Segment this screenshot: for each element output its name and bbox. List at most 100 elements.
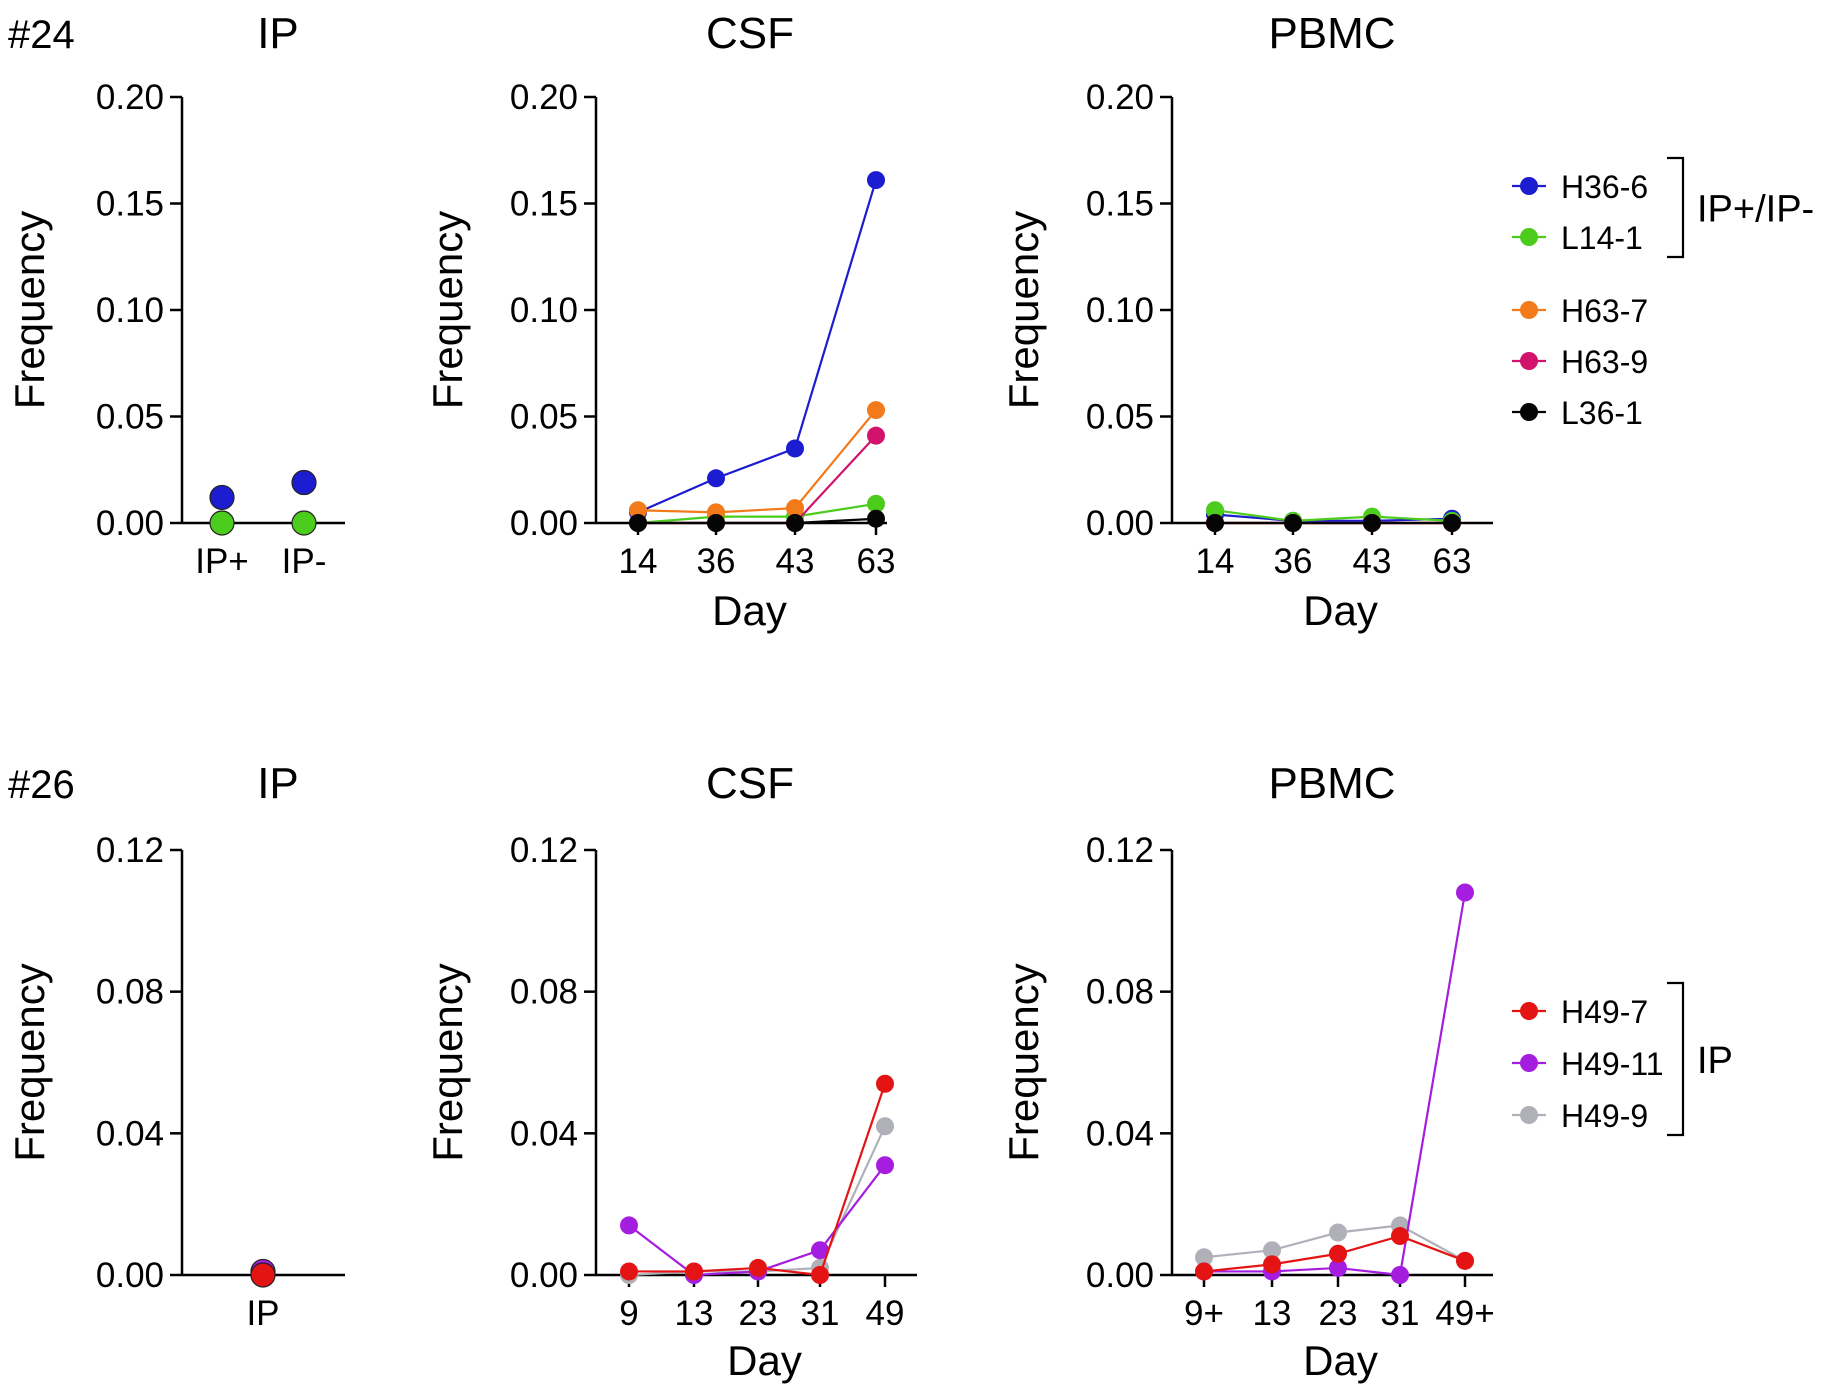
- series-L36-1: [1206, 514, 1461, 532]
- series-H63-7: [629, 401, 885, 522]
- data-point: [867, 494, 885, 513]
- data-point: [867, 171, 885, 190]
- data-point: [1391, 1266, 1409, 1284]
- x-tick-label: 13: [1253, 1294, 1292, 1333]
- series-line: [1214, 509, 1453, 522]
- x-tick-label: 14: [1196, 542, 1235, 581]
- y-axis-label: Frequency: [1000, 211, 1047, 409]
- y-tick-label: 0.00: [96, 504, 164, 543]
- y-tick-label: 0.00: [510, 504, 578, 543]
- legend-label: H49-11: [1561, 1046, 1664, 1082]
- legend-label: H36-6: [1561, 169, 1648, 205]
- series-line: [628, 1125, 886, 1277]
- x-axis-label: Day: [727, 1337, 802, 1384]
- y-tick-label: 0.00: [510, 1256, 578, 1295]
- y-tick-label: 0.12: [510, 831, 578, 870]
- x-tick-label: 49+: [1435, 1294, 1494, 1333]
- legend-label: L36-1: [1561, 395, 1643, 431]
- x-tick-label: 43: [1353, 542, 1392, 581]
- series-line: [638, 517, 877, 525]
- data-point: [1329, 1223, 1347, 1242]
- y-tick-label: 0.00: [96, 1256, 164, 1295]
- legend-label: H49-7: [1561, 994, 1648, 1030]
- x-axis-label: Day: [1303, 587, 1378, 634]
- legend-bracket-label: IP: [1697, 1040, 1733, 1082]
- data-point: [291, 469, 317, 496]
- row-tags: #24 #26: [8, 13, 75, 807]
- series-H49-7: [1195, 1227, 1474, 1281]
- y-tick-label: 0.05: [1086, 398, 1154, 437]
- legend-marker: [1520, 352, 1538, 370]
- y-tick-label: 0.12: [96, 831, 164, 870]
- data-point: [620, 1262, 638, 1281]
- legend-label: L14-1: [1561, 220, 1643, 256]
- data-point: [749, 1258, 767, 1277]
- data-point: [1363, 514, 1381, 532]
- data-point: [1456, 1251, 1474, 1270]
- legend-item: H63-7: [1512, 293, 1648, 329]
- x-tick-label: IP: [246, 1294, 279, 1333]
- legend-label: H63-7: [1561, 293, 1648, 329]
- data-point: [876, 1074, 894, 1093]
- series-L36-1: [629, 509, 885, 532]
- y-tick-label: 0.15: [510, 185, 578, 224]
- y-tick-label: 0.20: [1086, 78, 1154, 117]
- y-axis-label: Frequency: [1000, 963, 1047, 1161]
- series-H49-11: [1195, 883, 1474, 1284]
- x-tick-label: 23: [1319, 1294, 1358, 1333]
- x-tick-label: 13: [675, 1294, 714, 1333]
- legend-marker: [1520, 228, 1538, 246]
- data-point: [1195, 1262, 1213, 1281]
- x-tick-label: 36: [697, 542, 736, 581]
- row-tag: #24: [8, 13, 75, 57]
- legend-bracket: [1667, 156, 1685, 259]
- chart-title: IP: [257, 759, 299, 808]
- legend-item: L36-1: [1512, 395, 1643, 431]
- data-point: [1456, 883, 1474, 902]
- series-line: [1204, 892, 1467, 1277]
- data-point: [876, 1117, 894, 1136]
- series-L14-1: [209, 510, 317, 536]
- series-H36-6: [629, 171, 885, 522]
- series-line: [628, 1164, 886, 1277]
- y-tick-label: 0.10: [1086, 291, 1154, 330]
- legend-item: H49-7: [1512, 994, 1648, 1030]
- chart-title: PBMC: [1268, 9, 1395, 58]
- legend-row-2: H49-7 H49-11 H49-9 IP: [1512, 981, 1733, 1137]
- data-point: [786, 514, 804, 532]
- legend-bracket: [1667, 981, 1685, 1137]
- legend-marker: [1520, 301, 1538, 319]
- y-tick-label: 0.12: [1086, 831, 1154, 870]
- data-point: [1263, 1255, 1281, 1274]
- chart-panel-4: IP 0.00 0.04 0.08 0.12 IP Frequency: [6, 759, 345, 1333]
- y-tick-label: 0.08: [510, 973, 578, 1012]
- y-tick-label: 0.15: [1086, 185, 1154, 224]
- y-axis-label: Frequency: [424, 963, 471, 1161]
- chart-panel-3: PBMC 0.00 0.05 0.10 0.15 0.20 14 36 43 63 Frequenc…: [1000, 9, 1493, 634]
- x-tick-label: 31: [801, 1294, 840, 1333]
- x-tick-label: 14: [619, 542, 658, 581]
- chart-title: CSF: [706, 759, 794, 808]
- chart-title: CSF: [706, 9, 794, 58]
- series-H49-7: [250, 1262, 276, 1288]
- data-point: [1263, 1241, 1281, 1260]
- x-axis-label: Day: [1303, 1337, 1378, 1384]
- y-tick-label: 0.08: [96, 973, 164, 1012]
- legend-marker: [1520, 403, 1538, 421]
- legend-item: H49-11: [1512, 1046, 1664, 1082]
- data-point: [1284, 514, 1302, 532]
- x-tick-label: IP+: [195, 542, 249, 581]
- legend-marker: [1520, 1002, 1538, 1020]
- legend-marker: [1520, 1106, 1538, 1124]
- data-point: [867, 509, 885, 528]
- series-H49-7: [620, 1074, 894, 1284]
- y-tick-label: 0.10: [510, 291, 578, 330]
- x-tick-label: 36: [1274, 542, 1313, 581]
- data-point: [1329, 1258, 1347, 1277]
- chart-panel-2: CSF 0.00 0.05 0.10 0.15 0.20 14 36 43 63 Frequency…: [424, 9, 895, 634]
- chart-panel-5: CSF 0.00 0.04 0.08 0.12 9 13 23 31 49 Frequency Day: [424, 759, 917, 1384]
- y-tick-label: 0.05: [510, 398, 578, 437]
- data-point: [209, 484, 235, 511]
- data-point: [1391, 1227, 1409, 1246]
